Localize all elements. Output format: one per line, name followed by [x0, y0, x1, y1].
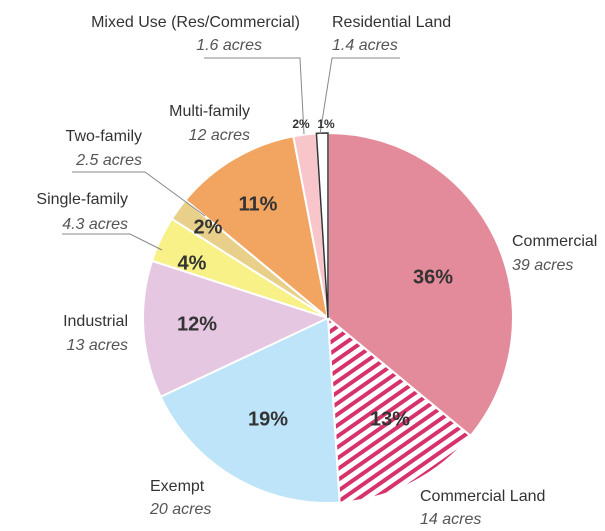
leader-line	[319, 57, 400, 135]
value-label: 12%	[177, 313, 217, 335]
category-label: Commercial Land	[420, 488, 545, 505]
acre-label: 13 acres	[67, 337, 128, 354]
value-label: 13%	[370, 408, 410, 430]
value-label: 19%	[248, 408, 288, 430]
pie-slice	[159, 316, 341, 504]
pie-slice	[327, 131, 514, 438]
category-label: Two-family	[66, 128, 142, 145]
category-label: Industrial	[63, 313, 128, 330]
leader-line	[204, 57, 305, 135]
pie-slice	[184, 135, 330, 321]
leader-line	[62, 233, 163, 251]
acre-label: 12 acres	[189, 127, 250, 144]
acre-label: 39 acres	[512, 257, 573, 274]
category-label: Mixed Use (Res/Commercial)	[91, 14, 300, 31]
value-label: 36%	[413, 266, 453, 288]
category-label: Exempt	[150, 478, 205, 495]
value-label: 11%	[239, 193, 278, 215]
pie-slice	[326, 315, 472, 504]
acre-label: 14 acres	[420, 511, 481, 528]
value-label: 4%	[178, 252, 207, 274]
pie	[142, 131, 514, 504]
category-label: Multi-family	[169, 103, 250, 120]
value-label: 1%	[317, 117, 335, 131]
acre-label: 2.5 acres	[75, 152, 142, 169]
acre-label: 20 acres	[149, 501, 211, 518]
category-label: Residential Land	[332, 14, 451, 31]
acre-label: 1.6 acres	[196, 37, 262, 54]
leader-line	[72, 171, 206, 217]
category-label: Single-family	[36, 191, 128, 208]
value-label: 2%	[194, 216, 223, 238]
acre-label: 4.3 acres	[62, 216, 128, 233]
acre-label: 1.4 acres	[332, 37, 398, 54]
value-label: 2%	[292, 117, 310, 131]
category-label: Commercial	[512, 233, 597, 250]
pie-slice	[142, 259, 331, 399]
pie-slice	[315, 132, 329, 319]
